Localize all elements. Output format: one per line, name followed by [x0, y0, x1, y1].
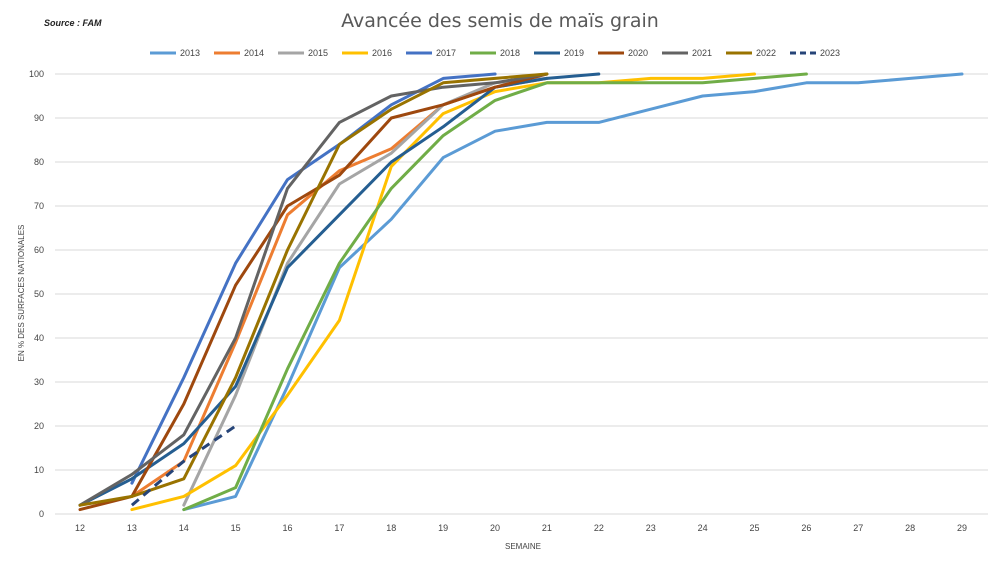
legend-label: 2014: [244, 48, 264, 58]
x-tick-label: 22: [594, 523, 604, 533]
series-line-2022: [78, 72, 549, 507]
y-tick-label: 80: [34, 157, 44, 167]
legend-label: 2021: [692, 48, 712, 58]
x-tick-label: 21: [542, 523, 552, 533]
x-axis-label: SEMAINE: [505, 542, 541, 551]
series-line-2015: [182, 76, 549, 507]
x-tick-label: 12: [75, 523, 85, 533]
x-tick-label: 26: [801, 523, 811, 533]
y-tick-label: 50: [34, 289, 44, 299]
x-tick-label: 29: [957, 523, 967, 533]
series-line-2018: [182, 72, 808, 512]
series-line-2019: [78, 72, 601, 507]
y-axis-label: EN % DES SURFACES NATIONALES: [17, 225, 26, 362]
y-tick-label: 60: [34, 245, 44, 255]
legend-label: 2016: [372, 48, 392, 58]
y-tick-label: 20: [34, 421, 44, 431]
series-line-2020: [78, 72, 549, 512]
legend-label: 2017: [436, 48, 456, 58]
gridlines: [55, 73, 988, 515]
x-tick-label: 19: [438, 523, 448, 533]
y-tick-label: 90: [34, 113, 44, 123]
legend-label: 2020: [628, 48, 648, 58]
legend-label: 2022: [756, 48, 776, 58]
series-line-2016: [130, 72, 756, 512]
x-tick-label: 20: [490, 523, 500, 533]
series-line-2013: [182, 72, 964, 512]
chart-title: Avancée des semis de maïs grain: [341, 10, 659, 32]
legend-label: 2015: [308, 48, 328, 58]
y-tick-label: 0: [39, 509, 44, 519]
x-tick-label: 18: [386, 523, 396, 533]
y-tick-label: 30: [34, 377, 44, 387]
legend: 2013 2014 2015 2016 2017 2018 2019 2020 2021 2022…: [150, 48, 840, 58]
series-line-2023: [130, 424, 237, 507]
legend-label: 2018: [500, 48, 520, 58]
x-tick-label: 13: [127, 523, 137, 533]
y-tick-label: 10: [34, 465, 44, 475]
series-lines: [78, 72, 964, 512]
series-line-2017: [130, 72, 497, 485]
x-tick-label: 15: [231, 523, 241, 533]
x-tick-label: 23: [646, 523, 656, 533]
source-note: Source : FAM: [44, 18, 102, 28]
series-line-2021: [78, 72, 549, 507]
y-tick-label: 100: [29, 69, 44, 79]
x-tick-label: 27: [853, 523, 863, 533]
x-axis-ticks: 12 13 14 15 16 17 18 19 20 21 22 23 24 25 26 27 28 29: [75, 523, 967, 533]
x-tick-label: 24: [698, 523, 708, 533]
x-tick-label: 16: [283, 523, 293, 533]
y-tick-label: 70: [34, 201, 44, 211]
legend-label: 2023: [820, 48, 840, 58]
x-tick-label: 17: [334, 523, 344, 533]
y-tick-label: 40: [34, 333, 44, 343]
x-tick-label: 25: [749, 523, 759, 533]
y-axis-ticks: 0 10 20 30 40 50 60 70 80 90 100: [29, 69, 44, 519]
x-tick-label: 14: [179, 523, 189, 533]
legend-label: 2013: [180, 48, 200, 58]
x-tick-label: 28: [905, 523, 915, 533]
legend-label: 2019: [564, 48, 584, 58]
